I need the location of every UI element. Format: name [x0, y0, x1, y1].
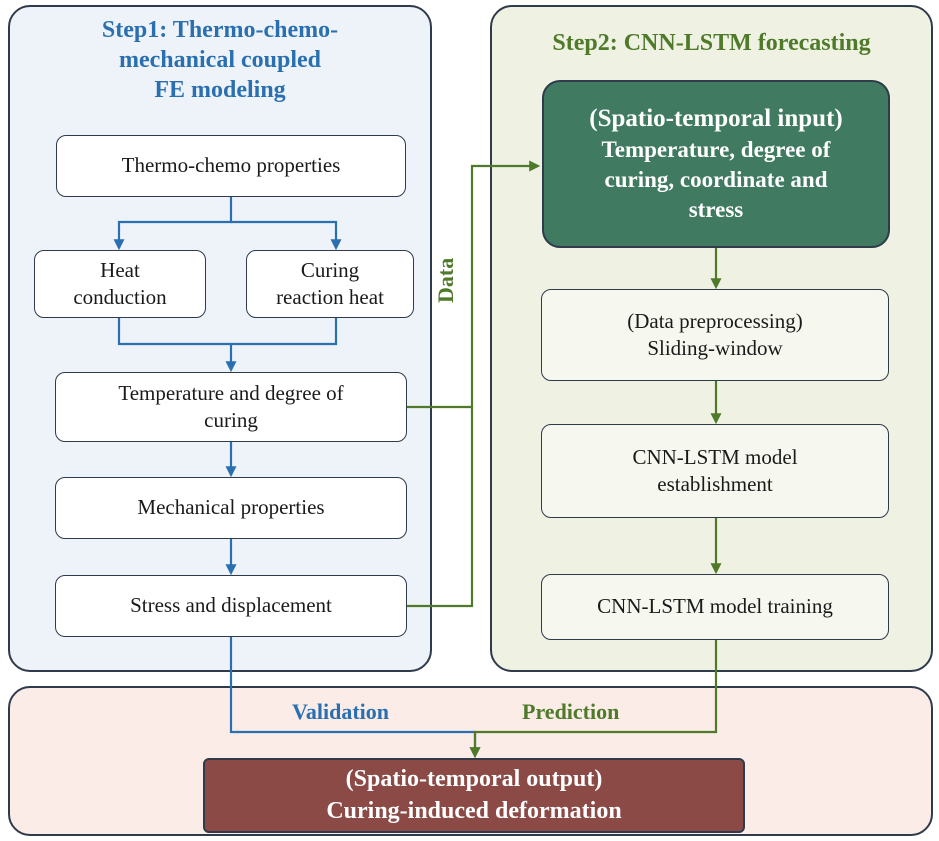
arrow-data-temp — [407, 160, 541, 409]
arrow-props-split — [113, 197, 233, 251]
validation-label: Validation — [292, 699, 390, 724]
arrow-validation — [229, 637, 481, 759]
step2-title: Step2: CNN-LSTM forecasting — [552, 30, 871, 56]
stress-displacement-box: Stress and displacement — [55, 575, 407, 637]
model-establishment-box: CNN-LSTM model establishment — [541, 424, 889, 518]
model-training-box: CNN-LSTM model training — [541, 574, 889, 640]
thermo-chemo-properties-box: Thermo-chemo properties — [56, 135, 406, 197]
data-label: Data — [433, 257, 458, 303]
curing-reaction-heat-box: Curing reaction heat — [246, 250, 414, 318]
temperature-curing-box: Temperature and degree of curing — [55, 372, 407, 442]
heat-conduction-box: Heat conduction — [34, 250, 206, 318]
spatio-temporal-output-box: (Spatio-temporal output) Curing-induced … — [203, 758, 745, 833]
step1-panel — [8, 5, 432, 672]
arrow-data-stress — [407, 407, 474, 608]
arrow-merge-temp — [117, 318, 338, 370]
arrow-props-cure — [231, 220, 342, 251]
data-preprocessing-box: (Data preprocessing) Sliding-window — [541, 289, 889, 381]
arrow-prediction — [469, 640, 718, 759]
step1-title: Step1: Thermo-chemo- mechanical coupled … — [101, 17, 339, 103]
spatio-temporal-input-box: (Spatio-temporal input) Temperature, deg… — [542, 80, 890, 248]
prediction-label: Prediction — [522, 699, 620, 724]
mechanical-properties-box: Mechanical properties — [55, 477, 407, 539]
